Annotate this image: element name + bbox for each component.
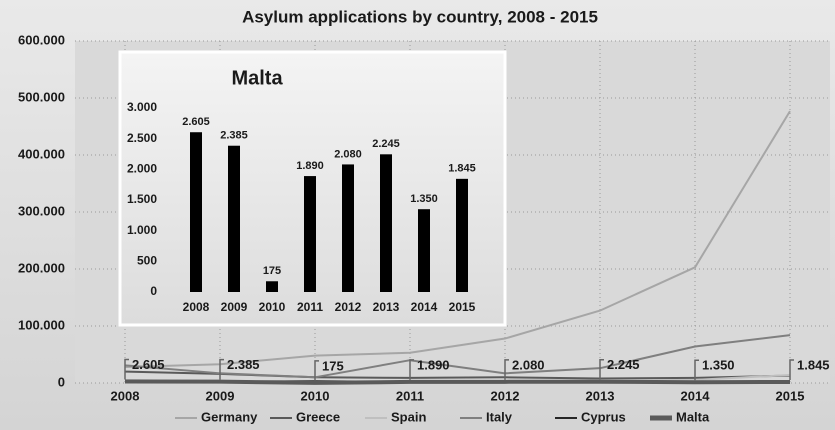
x-tick-label: 2011: [396, 388, 424, 403]
x-tick-label: 2010: [259, 300, 286, 314]
bar: [266, 281, 278, 292]
bar: [456, 178, 468, 292]
y-tick-label: 1.500: [127, 192, 157, 206]
x-tick-label: 2015: [449, 300, 476, 314]
data-label: 1.890: [296, 160, 324, 172]
bar: [190, 132, 202, 292]
x-tick-label: 2014: [681, 388, 711, 403]
label-bracket: [409, 359, 414, 380]
label-bracket: [504, 359, 509, 380]
x-tick-label: 2013: [373, 300, 400, 314]
y-tick-label: 2.500: [127, 131, 157, 145]
data-label: 2.245: [607, 357, 640, 372]
data-label: 2.605: [132, 357, 165, 372]
x-tick-label: 2015: [776, 388, 805, 403]
bar: [380, 154, 392, 292]
series-line: [124, 334, 791, 379]
x-tick-label: 2008: [111, 388, 140, 403]
data-label: 2.385: [220, 130, 248, 142]
bar: [418, 209, 430, 292]
legend-label: Spain: [391, 409, 426, 424]
data-label: 2.605: [182, 116, 210, 128]
chart-title: Asylum applications by country, 2008 - 2…: [242, 7, 598, 26]
x-tick-label: 2012: [491, 388, 520, 403]
data-label: 1.845: [797, 357, 830, 372]
data-label: 2.245: [372, 138, 400, 150]
y-tick-label: 0: [150, 284, 157, 298]
x-tick-label: 2013: [586, 388, 615, 403]
inset-title: Malta: [231, 67, 283, 89]
label-bracket: [124, 358, 129, 380]
bar: [228, 145, 240, 292]
label-bracket: [694, 359, 699, 381]
x-tick-label: 2011: [297, 300, 323, 314]
bar: [342, 164, 354, 292]
y-tick-label: 2.000: [127, 162, 157, 176]
x-tick-label: 2009: [221, 300, 248, 314]
y-tick-label: 500: [137, 254, 157, 268]
legend-label: Cyprus: [581, 409, 626, 424]
y-tick-label: 500.000: [18, 89, 65, 104]
legend-label: Malta: [676, 409, 710, 424]
data-label: 1.350: [702, 358, 735, 373]
data-label: 2.080: [512, 357, 545, 372]
y-tick-label: 200.000: [18, 260, 65, 275]
x-tick-label: 2008: [183, 300, 210, 314]
legend-label: Germany: [201, 409, 258, 424]
data-label: 2.385: [227, 357, 260, 372]
y-tick-label: 600.000: [18, 32, 65, 47]
label-bracket: [789, 359, 794, 380]
x-tick-label: 2012: [335, 300, 362, 314]
legend-label: Greece: [296, 409, 340, 424]
x-tick-label: 2010: [301, 388, 330, 403]
y-tick-label: 400.000: [18, 146, 65, 161]
legend-label: Italy: [486, 409, 513, 424]
y-tick-label: 0: [58, 374, 65, 389]
label-bracket: [219, 358, 224, 380]
series-line: [124, 379, 791, 385]
inset-chart: 0 500 1.000 1.500 2.000 2.500 3.000 2.605 2008 2.…: [127, 100, 476, 314]
data-label: 1.845: [448, 163, 476, 175]
y-tick-label: 1.000: [127, 223, 157, 237]
label-bracket: [314, 360, 319, 381]
bar: [304, 176, 316, 292]
data-label: 175: [263, 265, 281, 277]
y-tick-label: 100.000: [18, 317, 65, 332]
label-bracket: [599, 358, 604, 380]
data-label: 175: [322, 358, 344, 373]
y-tick-label: 3.000: [127, 100, 157, 114]
series-line: [124, 110, 791, 369]
x-tick-label: 2014: [411, 300, 438, 314]
x-tick-label: 2009: [206, 388, 235, 403]
data-label: 2.080: [334, 148, 362, 160]
data-label: 1.890: [417, 357, 450, 372]
y-tick-label: 300.000: [18, 203, 65, 218]
data-label: 1.350: [410, 193, 438, 205]
